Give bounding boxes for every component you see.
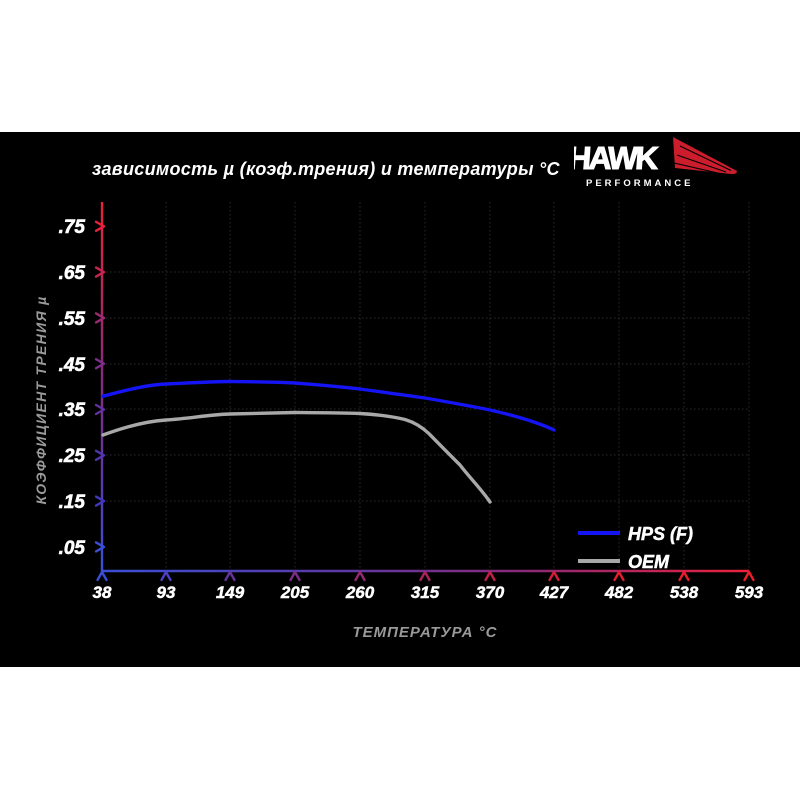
svg-text:315: 315	[411, 583, 440, 602]
svg-text:.35: .35	[59, 400, 86, 421]
svg-text:427: 427	[539, 583, 570, 602]
svg-text:ТЕМПЕРАТУРА °C: ТЕМПЕРАТУРА °C	[352, 624, 497, 641]
svg-text:HPS (F): HPS (F)	[628, 524, 693, 544]
svg-text:93: 93	[157, 583, 176, 602]
svg-text:593: 593	[735, 583, 764, 602]
svg-text:.75: .75	[59, 217, 86, 238]
svg-text:.55: .55	[59, 309, 86, 330]
svg-text:260: 260	[345, 583, 375, 602]
svg-text:КОЭФФИЦИЕНТ ТРЕНИЯ µ: КОЭФФИЦИЕНТ ТРЕНИЯ µ	[33, 295, 49, 504]
svg-text:149: 149	[216, 583, 245, 602]
svg-text:482: 482	[604, 583, 634, 602]
svg-text:.25: .25	[59, 446, 86, 467]
svg-text:.45: .45	[59, 355, 86, 376]
svg-text:OEM: OEM	[628, 552, 670, 572]
svg-text:.65: .65	[59, 263, 86, 284]
svg-text:38: 38	[93, 583, 112, 602]
svg-text:205: 205	[280, 583, 310, 602]
svg-text:370: 370	[476, 583, 505, 602]
svg-text:.15: .15	[59, 492, 86, 513]
svg-text:.05: .05	[59, 538, 86, 559]
svg-text:538: 538	[670, 583, 699, 602]
